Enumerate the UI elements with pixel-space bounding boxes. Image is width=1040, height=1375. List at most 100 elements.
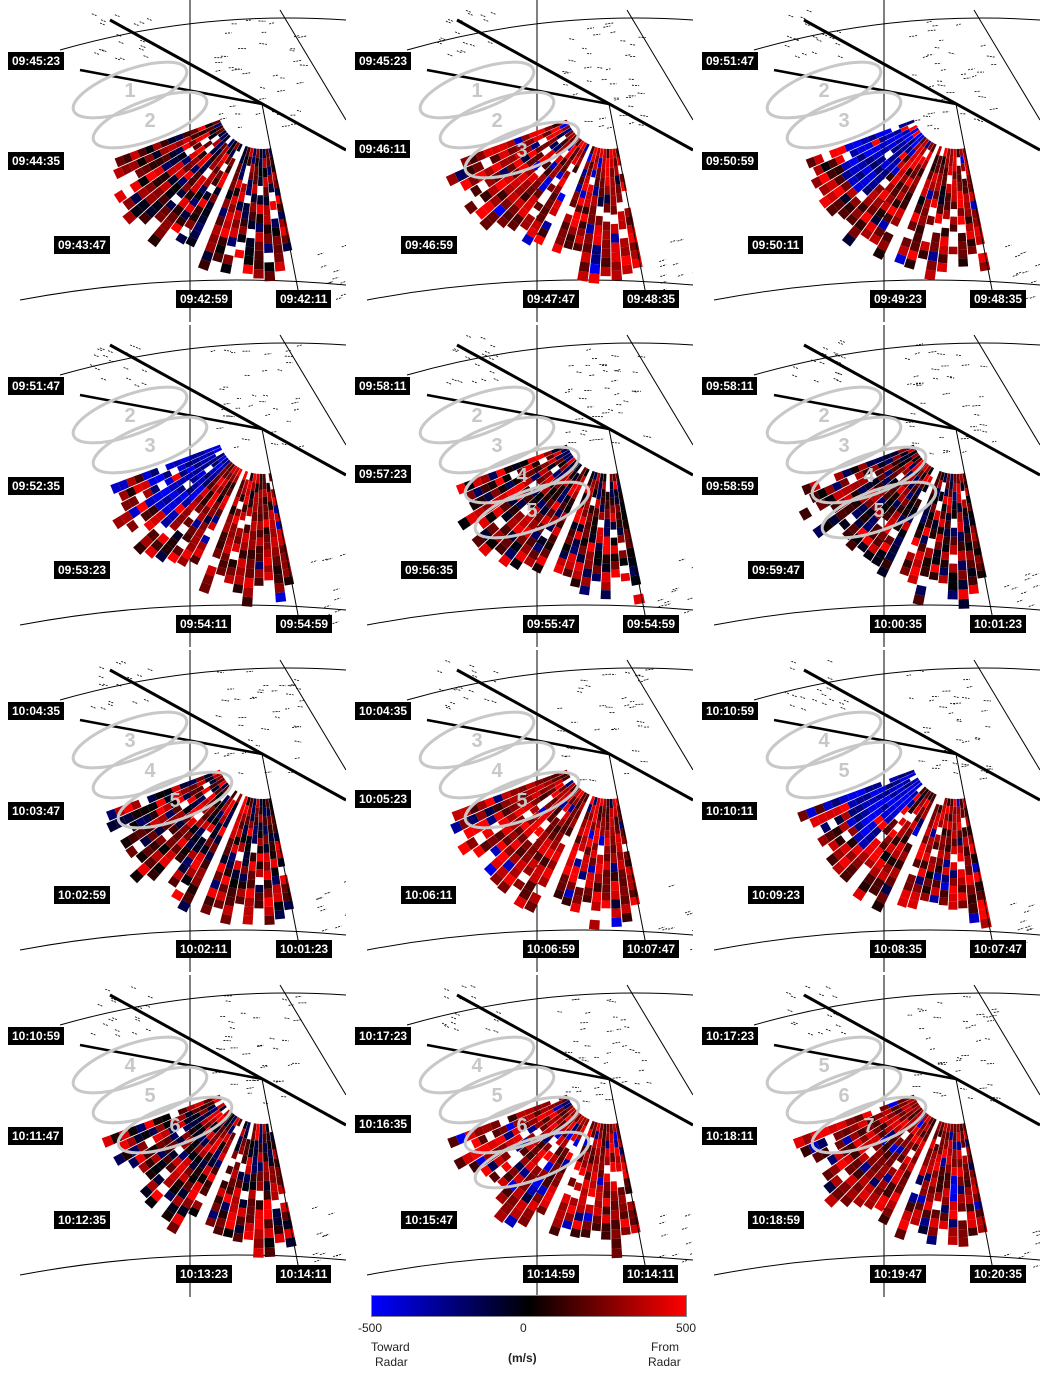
velocity-cell bbox=[611, 270, 623, 281]
velocity-cell bbox=[957, 493, 962, 503]
velocity-cell bbox=[241, 486, 248, 495]
velocity-cell bbox=[919, 534, 929, 545]
velocity-cell bbox=[948, 1139, 953, 1149]
coastline-dash bbox=[138, 48, 145, 51]
velocity-cell bbox=[564, 129, 574, 138]
velocity-cell bbox=[517, 784, 528, 794]
coastline-dash bbox=[974, 738, 981, 741]
velocity-cell bbox=[912, 805, 922, 816]
coastline-dash bbox=[317, 896, 324, 900]
velocity-cell bbox=[531, 1192, 544, 1205]
velocity-cell bbox=[523, 879, 537, 893]
velocity-cell bbox=[532, 851, 544, 863]
velocity-cell bbox=[601, 158, 606, 169]
velocity-cell bbox=[854, 218, 868, 232]
velocity-cell bbox=[259, 806, 263, 815]
velocity-cell bbox=[178, 1172, 190, 1184]
region-ellipse bbox=[765, 1035, 883, 1095]
velocity-cell bbox=[126, 1136, 137, 1148]
velocity-cell bbox=[200, 1118, 209, 1126]
velocity-cell bbox=[847, 807, 858, 818]
velocity-cell bbox=[242, 1120, 249, 1130]
coastline-dash bbox=[454, 31, 461, 35]
velocity-cell bbox=[545, 498, 556, 509]
velocity-cell bbox=[165, 836, 178, 849]
time-label: 09:56:35 bbox=[401, 561, 458, 579]
velocity-cell bbox=[585, 191, 593, 200]
velocity-cell bbox=[148, 840, 161, 852]
velocity-cell bbox=[554, 1145, 565, 1157]
velocity-cell bbox=[241, 532, 250, 543]
velocity-cell bbox=[570, 865, 581, 876]
velocity-cell bbox=[575, 157, 583, 167]
velocity-cell bbox=[598, 805, 603, 814]
velocity-cell bbox=[827, 839, 840, 852]
velocity-cell bbox=[962, 507, 969, 517]
velocity-cell bbox=[151, 149, 163, 160]
coastline-dash bbox=[685, 1241, 693, 1245]
velocity-cell bbox=[902, 842, 913, 854]
velocity-cell bbox=[160, 543, 174, 556]
velocity-cell bbox=[536, 498, 547, 510]
velocity-cell bbox=[574, 886, 584, 897]
velocity-cell bbox=[936, 262, 948, 273]
velocity-cell bbox=[253, 816, 259, 826]
velocity-cell bbox=[263, 879, 273, 889]
velocity-cell bbox=[605, 491, 610, 501]
latitude-arc bbox=[19, 929, 346, 951]
velocity-cell bbox=[886, 798, 896, 807]
velocity-cell bbox=[113, 1153, 126, 1166]
velocity-cell bbox=[492, 506, 505, 519]
velocity-cell bbox=[215, 140, 225, 149]
velocity-cell bbox=[957, 1202, 966, 1212]
velocity-cell bbox=[206, 887, 218, 899]
velocity-cell bbox=[925, 1193, 935, 1203]
velocity-cell bbox=[231, 1150, 239, 1160]
coastline-dash bbox=[816, 39, 822, 42]
velocity-cell bbox=[175, 795, 185, 805]
coastline-dash bbox=[637, 355, 646, 358]
time-label: 10:01:23 bbox=[970, 615, 1027, 633]
velocity-cell bbox=[203, 1110, 212, 1119]
velocity-cell bbox=[192, 141, 203, 151]
velocity-cell bbox=[900, 236, 912, 248]
region-ellipse bbox=[418, 1035, 536, 1095]
velocity-cell bbox=[912, 1104, 921, 1113]
velocity-cell bbox=[218, 206, 228, 218]
latitude-arc bbox=[713, 604, 1040, 626]
velocity-cell bbox=[572, 472, 580, 482]
velocity-cell bbox=[891, 1114, 901, 1123]
coastline-dash bbox=[640, 760, 648, 763]
velocity-cell bbox=[548, 191, 559, 202]
satellite-track bbox=[803, 18, 1040, 152]
velocity-cell bbox=[580, 1187, 589, 1198]
velocity-cell bbox=[178, 196, 190, 209]
velocity-cell bbox=[147, 476, 158, 487]
coastline-dash bbox=[326, 281, 333, 285]
velocity-cell bbox=[939, 471, 945, 481]
velocity-cell bbox=[964, 208, 972, 217]
velocity-cell bbox=[486, 1139, 499, 1151]
velocity-cell bbox=[541, 1100, 552, 1109]
velocity-cell bbox=[217, 1152, 227, 1162]
velocity-cell bbox=[927, 819, 935, 829]
velocity-cell bbox=[179, 490, 190, 501]
velocity-cell bbox=[232, 515, 240, 525]
velocity-cell bbox=[874, 1170, 885, 1182]
velocity-cell bbox=[194, 791, 204, 800]
coastline-dash bbox=[108, 359, 115, 363]
velocity-cell bbox=[504, 547, 518, 561]
velocity-cell bbox=[831, 1187, 845, 1201]
coastline-dash bbox=[103, 354, 109, 358]
coastline-dash bbox=[625, 54, 631, 56]
velocity-cell bbox=[928, 856, 937, 865]
coastline-dash bbox=[919, 1009, 927, 1012]
velocity-cell bbox=[271, 1191, 279, 1201]
velocity-cell bbox=[530, 219, 543, 232]
coastline-dash bbox=[908, 697, 914, 700]
velocity-cell bbox=[483, 491, 495, 503]
velocity-cell bbox=[250, 193, 258, 203]
velocity-cell bbox=[916, 1194, 927, 1204]
velocity-cell bbox=[225, 471, 234, 481]
velocity-cell bbox=[956, 814, 962, 823]
